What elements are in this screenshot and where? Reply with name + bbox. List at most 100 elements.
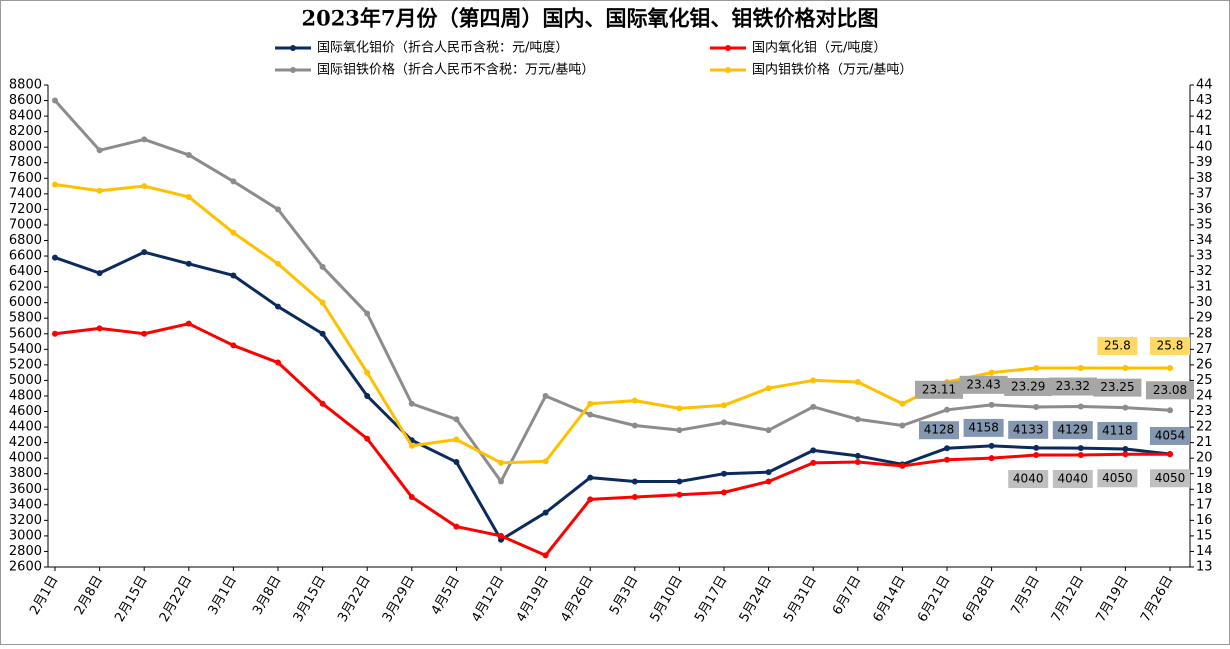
y2-tick-label: 44: [1196, 78, 1213, 93]
y2-tick-label: 41: [1196, 124, 1213, 139]
data-label: 4128: [924, 423, 955, 437]
y2-tick-label: 33: [1196, 249, 1213, 264]
point: [319, 400, 326, 407]
data-label: 23.32: [1056, 379, 1090, 393]
point: [542, 392, 549, 399]
point: [230, 272, 237, 279]
point: [498, 532, 504, 539]
data-label: 4040: [1058, 472, 1089, 486]
point: [988, 401, 995, 408]
y-tick-label: 6200: [9, 280, 42, 295]
point: [1077, 452, 1084, 459]
point: [1077, 445, 1084, 452]
point: [765, 427, 772, 434]
label-box: [1052, 421, 1093, 440]
point: [408, 442, 415, 449]
y2-tick-label: 27: [1196, 342, 1213, 357]
point: [944, 456, 950, 463]
y2-tick-label: 26: [1196, 357, 1213, 372]
label-box: [1150, 426, 1190, 445]
point: [141, 249, 148, 256]
point: [408, 400, 415, 407]
y2-tick-label: 28: [1196, 326, 1213, 341]
label-box: [1004, 378, 1053, 397]
series-line: [54, 183, 1170, 465]
point: [988, 455, 995, 462]
legend-label: 国内氧化钼（元/吨度）: [752, 40, 886, 56]
point: [542, 458, 549, 465]
y2-tick-label: 30: [1196, 295, 1213, 310]
point: [765, 469, 772, 476]
label-box: [963, 418, 1004, 437]
point: [498, 459, 504, 466]
point: [810, 459, 817, 466]
data-label: 4054: [1155, 428, 1186, 442]
chart-title: 2023年7月份（第四周）国内、国际氧化钼、钼铁价格对比图: [301, 6, 878, 31]
label-box: [1097, 469, 1138, 488]
data-label: 4040: [1013, 472, 1044, 486]
point: [1122, 451, 1129, 458]
point: [141, 136, 148, 143]
point: [185, 151, 192, 158]
y-tick-label: 4400: [9, 420, 42, 435]
y2-tick-label: 29: [1196, 311, 1213, 326]
point: [676, 405, 683, 412]
y-tick-label: 7800: [9, 155, 42, 170]
point: [1122, 445, 1129, 452]
legend-label: 国际钼铁价格（折合人民币不含税：万元/基吨）: [317, 62, 594, 78]
point: [52, 254, 58, 261]
point: [542, 509, 549, 516]
point: [587, 496, 594, 503]
data-label: 25.8: [1104, 338, 1131, 352]
point: [988, 442, 995, 449]
data-label: 23.11: [922, 382, 956, 396]
label-box: [959, 375, 1008, 394]
point: [1122, 364, 1129, 371]
y-tick-label: 7000: [9, 217, 42, 232]
point: [1033, 404, 1040, 411]
point: [52, 330, 58, 337]
point: [364, 369, 371, 376]
point: [944, 406, 950, 413]
y2-tick-label: 37: [1196, 186, 1213, 201]
y-tick-label: 6400: [9, 264, 42, 279]
point: [631, 422, 638, 429]
y2-tick-label: 20: [1196, 451, 1213, 466]
data-label: 23.29: [1011, 380, 1045, 394]
data-label: 4129: [1058, 423, 1089, 437]
data-label: 4133: [1013, 422, 1044, 436]
point: [721, 489, 727, 496]
data-label: 4158: [968, 420, 999, 434]
point: [453, 523, 460, 530]
point: [1167, 407, 1173, 414]
data-label: 25.8: [1157, 338, 1184, 352]
point: [810, 403, 817, 410]
y2-tick-label: 36: [1196, 202, 1213, 217]
y-tick-label: 3800: [9, 466, 42, 481]
legend-marker: [290, 67, 296, 73]
point: [810, 447, 817, 454]
y-tick-label: 4000: [9, 451, 42, 466]
point: [676, 491, 683, 498]
point: [854, 416, 861, 423]
y-tick-label: 4600: [9, 404, 42, 419]
point: [52, 97, 58, 104]
point: [765, 478, 772, 485]
point: [364, 310, 371, 317]
y-tick-label: 6600: [9, 249, 42, 264]
point: [765, 385, 772, 392]
point: [899, 422, 906, 429]
y2-tick-label: 21: [1196, 435, 1213, 450]
point: [721, 419, 727, 426]
y2-tick-label: 31: [1196, 280, 1213, 295]
point: [275, 206, 281, 213]
point: [1077, 364, 1084, 371]
point: [230, 178, 237, 185]
y2-tick-label: 19: [1196, 466, 1213, 481]
data-label: 4118: [1102, 423, 1133, 437]
point: [185, 260, 192, 267]
label-box: [1008, 420, 1049, 439]
y2-tick-label: 22: [1196, 420, 1213, 435]
